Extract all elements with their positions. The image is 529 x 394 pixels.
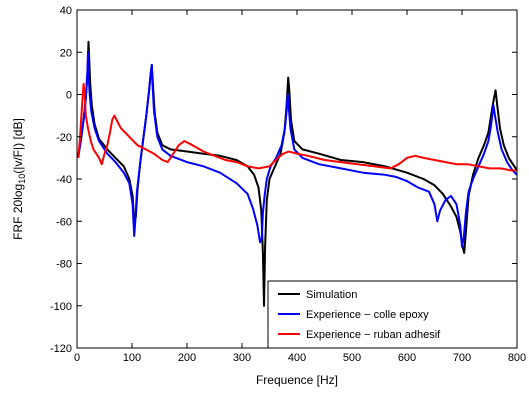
x-tick-label: 400: [288, 352, 306, 364]
legend-box: [267, 280, 518, 349]
series-line-3: [77, 82, 517, 172]
y-tick-label: -100: [50, 301, 72, 313]
x-axis-label: Frequence [Hz]: [256, 373, 338, 387]
x-tick-labels: 0 100 200 300 400 500 600 700 800: [74, 352, 526, 364]
legend-label-1: Simulation: [306, 289, 357, 301]
x-tick-label: 600: [398, 352, 416, 364]
y-axis-label-suffix: (|v/F|) [dB]: [11, 118, 25, 174]
x-tick-label: 300: [233, 352, 251, 364]
x-tick-label: 100: [123, 352, 141, 364]
y-tick-label: 20: [60, 47, 72, 59]
legend: Simulation Experience − colle epoxy Experi…: [267, 280, 518, 349]
y-tick-label: -20: [56, 132, 72, 144]
y-tick-label: 40: [60, 5, 72, 17]
y-tick-label: -40: [56, 174, 72, 186]
y-tick-label: -60: [56, 216, 72, 228]
legend-label-2: Experience − colle epoxy: [306, 309, 429, 321]
legend-label-3: Experience − ruban adhesif: [306, 329, 441, 341]
series-line-2: [77, 51, 518, 248]
y-axis-label-subscript: 10: [17, 174, 27, 184]
y-axis-label: FRF 20log10(|v/F|) [dB]: [11, 118, 27, 240]
y-axis-label-prefix: FRF 20log: [11, 184, 25, 240]
x-tick-label: 500: [343, 352, 361, 364]
x-tick-label: 200: [178, 352, 196, 364]
y-tick-label: -120: [50, 343, 72, 355]
y-tick-label: 0: [66, 90, 72, 102]
y-tick-label: -80: [56, 259, 72, 271]
y-tick-labels: 40 20 0 -20 -40 -60 -80 -100 -120: [50, 5, 72, 355]
x-tick-label: 0: [74, 352, 80, 364]
x-tick-label: 800: [508, 352, 526, 364]
series-layer: [77, 40, 518, 307]
x-tick-label: 700: [453, 352, 471, 364]
